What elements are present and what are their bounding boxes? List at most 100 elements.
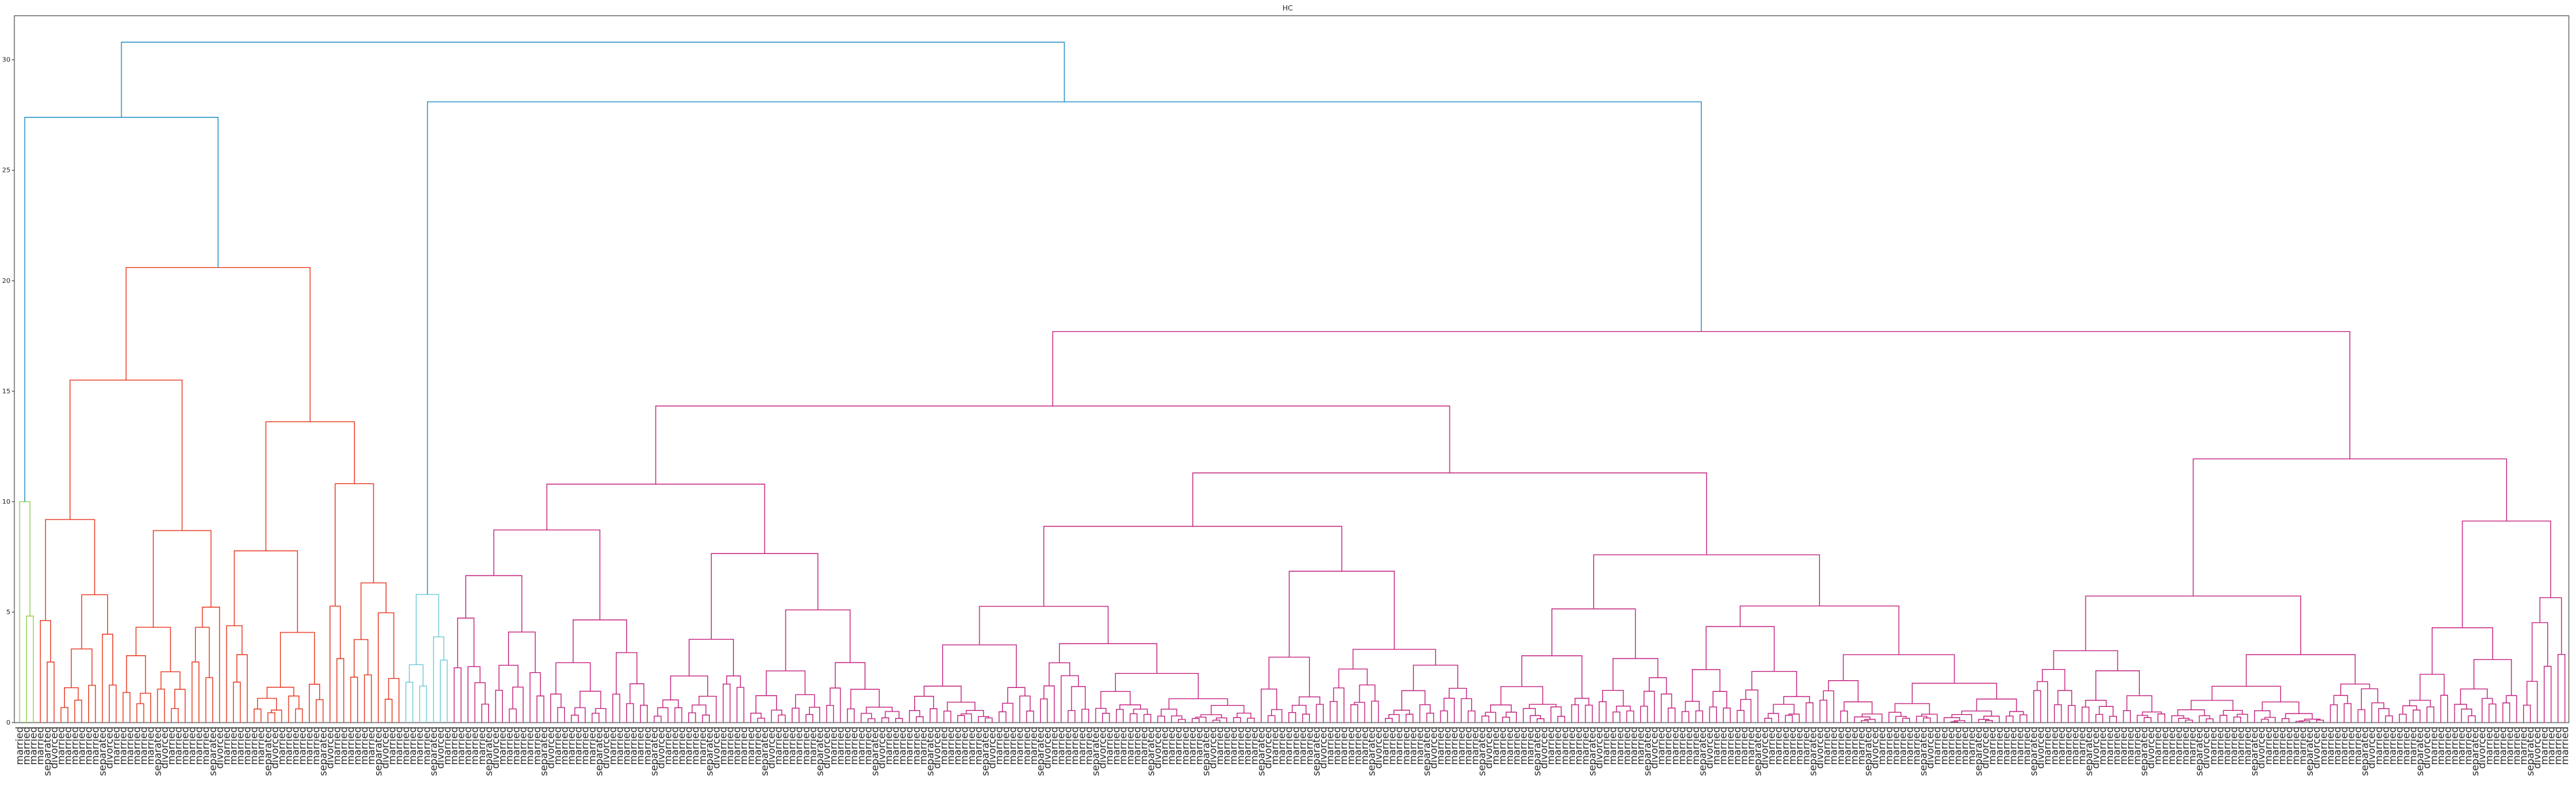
leaf-label: married [910,727,922,765]
dendrogram-link [1557,715,1565,723]
dendrogram-link [2432,627,2494,675]
leaf-label: married [1400,727,1412,765]
leaf-label: married [1518,727,1529,765]
leaf-label: divorced [1207,727,1219,769]
leaf-label: married [2545,727,2557,765]
dendrogram-link [2067,705,2076,723]
dendrogram-link [1736,710,1745,723]
leaf-label: married [897,727,908,765]
leaf-label: married [1159,727,1171,765]
leaf-label: married [2207,727,2219,765]
leaf-label: married [1393,727,1405,765]
leaf-label: married [2297,727,2309,765]
leaf-label: married [552,727,564,765]
dendrogram-link [1768,713,1779,723]
leaf-label: married [1462,727,1474,765]
dendrogram-link [1292,704,1307,715]
dendrogram-link [481,704,489,723]
dendrogram-link [2344,703,2352,723]
leaf-label: divorced [1759,727,1771,769]
dendrogram-link [1571,704,1580,723]
dendrogram-link [546,483,765,554]
leaf-label: separated [1365,727,1377,776]
dendrogram-link [1119,704,1141,710]
leaf-label: married [1945,727,1957,765]
leaf-label: married [345,727,357,765]
leaf-label: married [476,727,488,765]
leaf-label: married [1469,727,1481,765]
dendrogram-link [616,652,638,695]
leaf-label: married [2062,727,2074,765]
dendrogram-link [426,101,1702,595]
leaf-label: divorced [1649,727,1661,769]
dendrogram-link [1681,711,1690,723]
leaf-label: divorced [1483,727,1495,769]
dendrogram-link [2454,704,2468,723]
dendrogram-link [174,689,186,723]
leaf-label: married [221,727,232,765]
dendrogram-link [350,676,358,723]
leaf-label: married [697,727,708,765]
dendrogram-link [329,606,341,723]
leaf-label: separated [1145,727,1156,776]
leaf-label: married [862,727,874,765]
leaf-label: married [786,727,798,765]
leaf-label: married [449,727,460,765]
dendrogram-link [2526,681,2538,723]
leaf-label: married [310,727,322,765]
leaf-label: married [2435,727,2447,765]
dendrogram-link [2333,695,2348,705]
dendrogram-link [1692,669,1721,702]
dendrogram-link [1951,713,1973,723]
dendrogram-link [1888,711,1901,723]
leaf-label: divorced [2366,727,2377,769]
leaf-label: married [1634,727,1646,765]
dendrogram-link [702,714,710,723]
dendrogram-link [1751,671,1798,697]
dendrogram-link [25,615,34,723]
leaf-label: married [1117,727,1129,765]
leaf-label: married [2559,727,2571,765]
dendrogram-link [1895,715,1907,723]
leaf-label: married [517,727,529,765]
dendrogram-link [508,631,536,673]
dendrogram-link [334,483,374,606]
dendrogram-link [2219,715,2228,723]
dendrogram-link [1644,691,1655,723]
leaf-label: married [455,727,467,765]
leaf-label: separated [1255,727,1267,776]
dendrogram-link [1585,704,1593,723]
dendrogram-link [1860,720,1869,723]
leaf-label: married [1793,727,1805,765]
leaf-label: married [717,727,729,765]
dendrogram-link [1819,699,1828,723]
dendrogram-link [1271,709,1282,723]
leaf-label: separated [1862,727,1874,776]
leaf-label: married [2242,727,2253,765]
dendrogram-link [2304,719,2321,721]
dendrogram-link [1523,708,1536,723]
leaf-label: married [1290,727,1301,765]
leaf-label: married [2393,727,2405,765]
leaf-label: separated [2359,727,2371,776]
dendrogram-link [1130,713,1137,723]
leaf-label: married [496,727,508,765]
leaf-label: married [2428,727,2440,765]
dendrogram-link [1668,708,1676,723]
dendrogram-link [2502,702,2511,723]
dendrogram-link [2033,690,2041,723]
dendrogram-link [1192,472,1708,555]
dendrogram-link [453,667,462,723]
dendrogram-link [1612,658,1659,691]
dendrogram-link [2193,458,2507,597]
dendrogram-link [688,638,734,676]
leaf-label: married [290,727,302,765]
leaf-label: married [1069,727,1081,765]
leaf-label: married [2048,727,2060,765]
dendrogram-link [1350,704,1358,723]
dendrogram-link [160,671,181,690]
dendrogram-link [2233,716,2242,723]
dendrogram-link [1521,655,1583,698]
leaf-label: married [2283,727,2295,765]
leaf-label: married [1986,727,1998,765]
